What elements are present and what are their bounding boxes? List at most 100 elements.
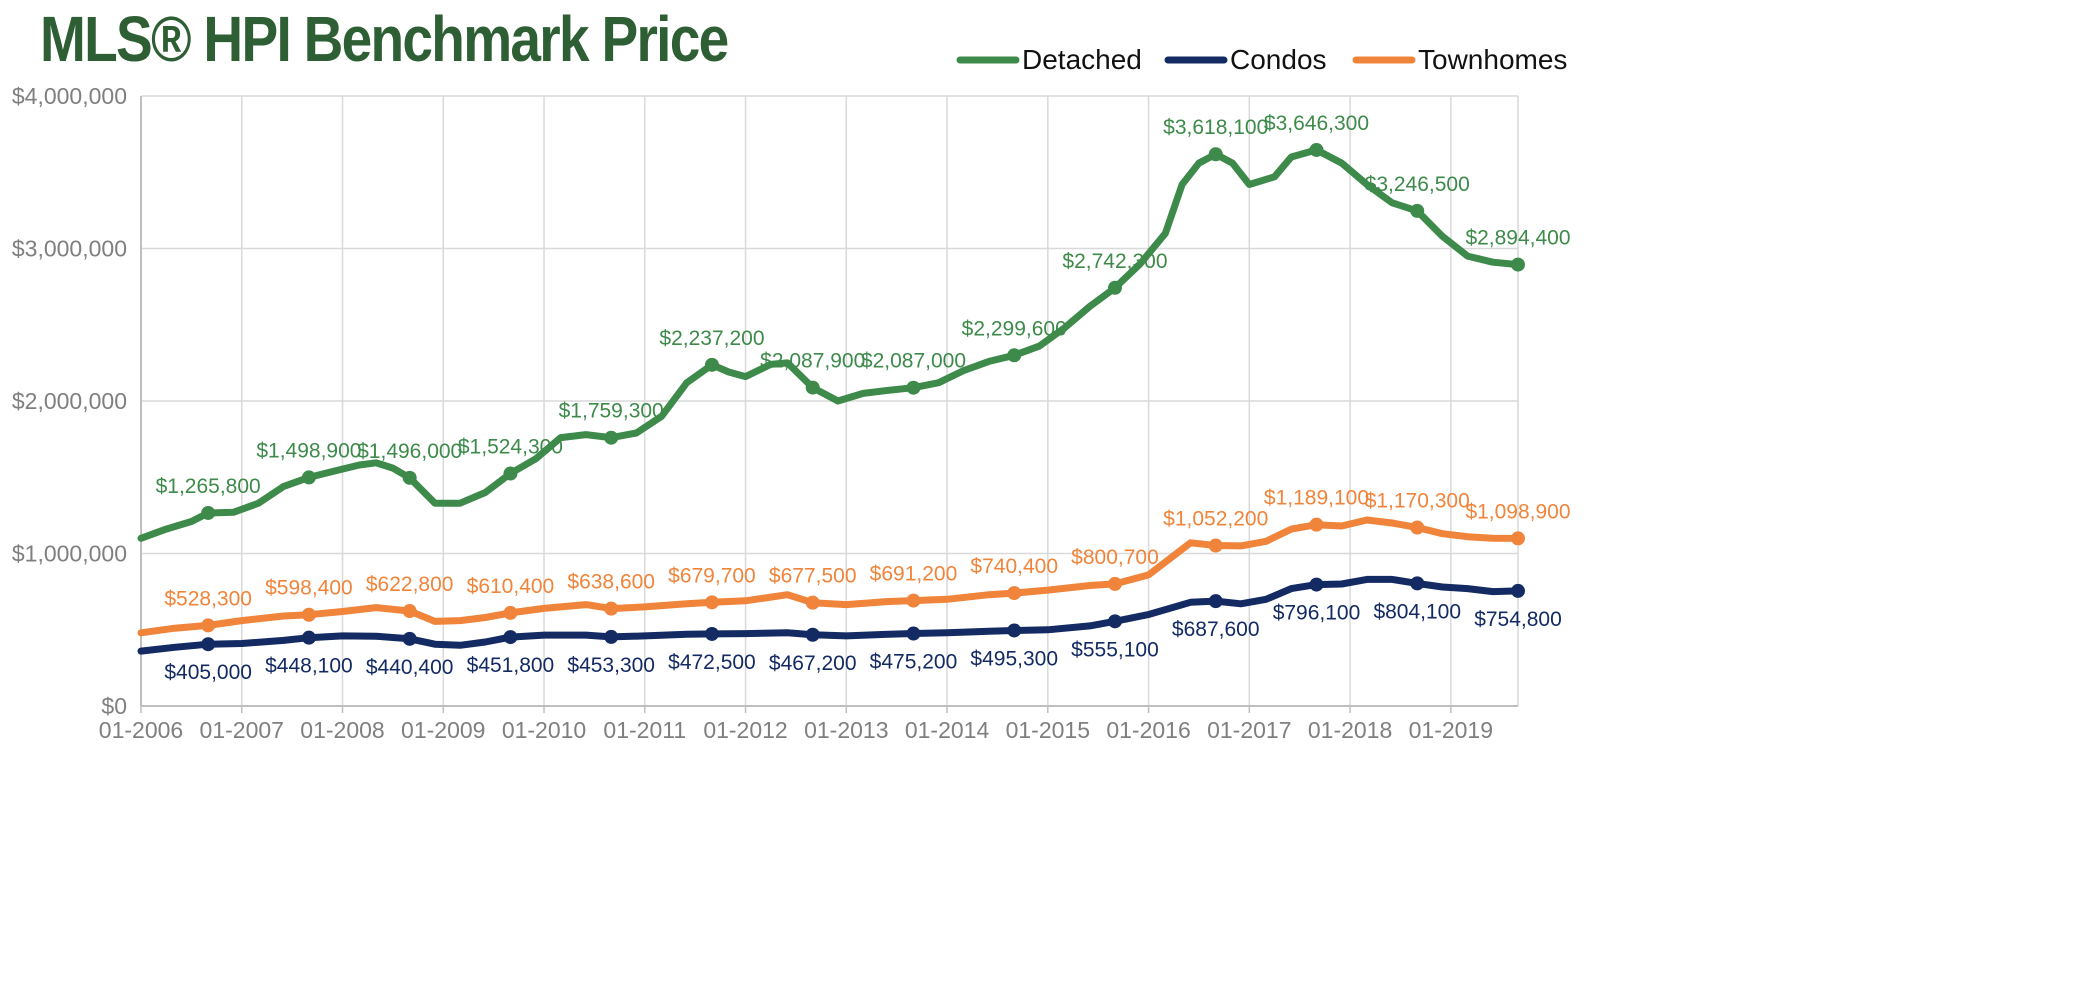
data-label-detached: $1,759,300 (559, 400, 664, 423)
data-label-condos: $472,500 (668, 651, 756, 674)
data-label-detached: $2,087,900 (760, 350, 865, 373)
data-label-townhomes: $638,600 (567, 571, 655, 594)
data-label-townhomes: $1,098,900 (1465, 500, 1570, 523)
y-tick-label: $0 (101, 693, 127, 719)
data-label-detached: $3,618,100 (1163, 116, 1268, 139)
data-point-detached (503, 466, 518, 481)
data-label-townhomes: $528,300 (164, 587, 252, 610)
data-point-condos (1107, 614, 1122, 629)
data-point-townhomes (1410, 520, 1425, 535)
x-tick-label: 01-2018 (1308, 717, 1392, 743)
x-tick-label: 01-2008 (300, 717, 384, 743)
data-label-condos: $754,800 (1474, 608, 1562, 631)
series-markers (201, 142, 1525, 652)
series-line-condos (137, 575, 1522, 655)
data-label-condos: $448,100 (265, 655, 353, 678)
x-tick-label: 01-2017 (1207, 717, 1291, 743)
x-tick-label: 01-2012 (703, 717, 787, 743)
x-tick-label: 01-2014 (905, 717, 990, 743)
data-point-detached (1309, 142, 1324, 157)
data-label-detached: $2,742,300 (1062, 250, 1167, 273)
data-label-townhomes: $740,400 (970, 555, 1058, 578)
data-label-detached: $1,498,900 (256, 439, 361, 462)
data-label-townhomes: $800,700 (1071, 546, 1159, 569)
legend-label-townhomes: Townhomes (1418, 44, 1567, 75)
x-tick-label: 01-2006 (99, 717, 183, 743)
data-point-townhomes (805, 595, 820, 610)
data-label-townhomes: $622,800 (366, 573, 454, 596)
series-line-detached (137, 146, 1522, 542)
data-point-condos (503, 630, 518, 645)
data-label-detached: $1,524,300 (458, 436, 563, 459)
y-tick-label: $4,000,000 (12, 83, 127, 109)
data-label-condos: $453,300 (567, 654, 655, 677)
data-label-townhomes: $1,170,300 (1365, 490, 1470, 513)
data-label-condos: $405,000 (164, 661, 252, 684)
data-label-detached: $2,237,200 (659, 327, 764, 350)
x-tick-label: 01-2016 (1106, 717, 1190, 743)
data-point-townhomes (1007, 586, 1022, 601)
data-point-townhomes (1107, 576, 1122, 591)
data-point-detached (301, 470, 316, 485)
data-point-townhomes (704, 595, 719, 610)
data-point-townhomes (1309, 517, 1324, 532)
data-label-townhomes: $1,052,200 (1163, 508, 1268, 531)
data-label-detached: $1,265,800 (156, 475, 261, 498)
legend-label-detached: Detached (1022, 44, 1142, 75)
data-label-townhomes: $679,700 (668, 564, 756, 587)
x-tick-label: 01-2007 (200, 717, 284, 743)
data-point-detached (604, 430, 619, 445)
data-point-condos (805, 627, 820, 642)
data-point-townhomes (1511, 531, 1525, 546)
x-tick-label: 01-2009 (401, 717, 485, 743)
data-label-condos: $555,100 (1071, 638, 1159, 661)
data-point-condos (906, 626, 921, 641)
data-point-detached (704, 357, 719, 372)
data-point-condos (301, 630, 316, 645)
data-point-townhomes (301, 607, 316, 622)
data-label-condos: $796,100 (1273, 602, 1361, 625)
data-label-detached: $3,646,300 (1264, 112, 1369, 135)
data-label-condos: $804,100 (1373, 600, 1461, 623)
data-label-townhomes: $1,189,100 (1264, 487, 1369, 510)
data-point-condos (1511, 583, 1525, 598)
data-point-condos (1410, 576, 1425, 591)
data-label-townhomes: $598,400 (265, 577, 353, 600)
data-point-detached (805, 380, 820, 395)
data-point-detached (906, 380, 921, 395)
data-label-townhomes: $691,200 (870, 563, 958, 586)
data-point-detached (1007, 348, 1022, 363)
data-point-condos (201, 637, 216, 652)
data-point-condos (1208, 594, 1223, 609)
data-point-detached (201, 505, 216, 520)
data-label-townhomes: $610,400 (467, 575, 555, 598)
data-label-condos: $451,800 (467, 654, 555, 677)
data-label-condos: $467,200 (769, 652, 857, 675)
data-point-condos (402, 631, 417, 646)
legend-label-condos: Condos (1230, 44, 1327, 75)
x-tick-label: 01-2010 (502, 717, 586, 743)
data-label-detached: $2,087,000 (861, 350, 966, 373)
data-point-townhomes (201, 618, 216, 633)
data-label-detached: $2,299,600 (962, 317, 1067, 340)
data-label-condos: $475,200 (870, 651, 958, 674)
data-point-condos (1309, 577, 1324, 592)
data-label-detached: $1,496,000 (357, 440, 462, 463)
data-point-townhomes (402, 604, 417, 619)
data-label-detached: $2,894,400 (1465, 227, 1570, 250)
series-lines (137, 146, 1522, 655)
data-point-townhomes (604, 601, 619, 616)
data-point-condos (1007, 623, 1022, 638)
x-tick-label: 01-2013 (804, 717, 888, 743)
data-point-townhomes (503, 605, 518, 620)
data-label-condos: $440,400 (366, 656, 454, 679)
axes: $0 $1,000,000 $2,000,000 $3,000,000 $4,000,0… (12, 83, 1518, 743)
data-point-detached (1208, 147, 1223, 162)
data-label-detached: $3,246,500 (1365, 173, 1470, 196)
data-point-townhomes (1208, 538, 1223, 553)
y-tick-label: $3,000,000 (12, 236, 127, 262)
x-tick-label: 01-2015 (1006, 717, 1090, 743)
x-tick-label: 01-2011 (603, 717, 686, 743)
data-label-townhomes: $677,500 (769, 565, 857, 588)
